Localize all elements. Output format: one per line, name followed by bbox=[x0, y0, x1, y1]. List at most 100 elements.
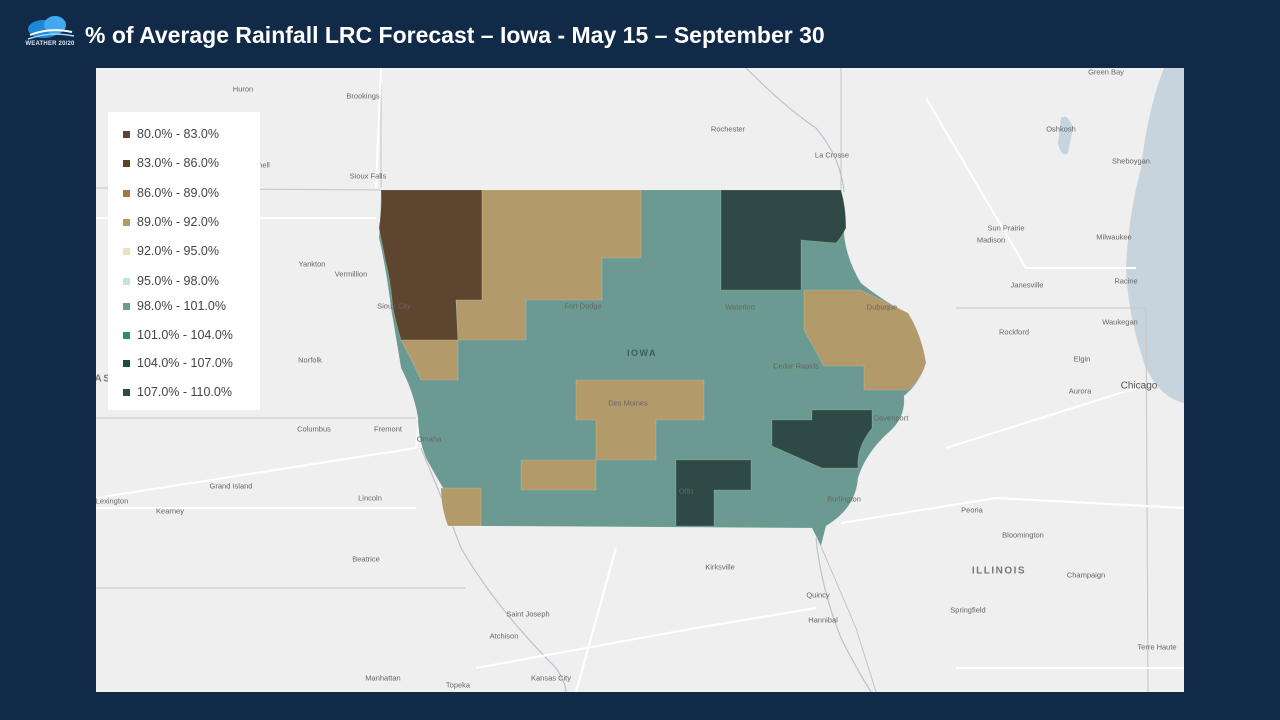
legend-item: 95.0% - 98.0% bbox=[123, 274, 219, 288]
weather2020-logo: WEATHER 20/20 bbox=[22, 14, 78, 50]
legend-label: 80.0% - 83.0% bbox=[137, 127, 219, 141]
place-label: Brookings bbox=[346, 91, 380, 101]
legend-swatch bbox=[123, 218, 130, 226]
place-label: Topeka bbox=[445, 680, 471, 690]
place-label: Chicago bbox=[1120, 380, 1158, 392]
place-label: Elgin bbox=[1073, 354, 1091, 364]
place-label: hell bbox=[258, 160, 270, 170]
rainfall-map[interactable]: Huron Brookings Sioux Falls hell Yankton… bbox=[96, 68, 1184, 692]
place-label: Springfield bbox=[950, 605, 986, 615]
place-label: Lincoln bbox=[358, 493, 382, 503]
logo-text: WEATHER 20/20 bbox=[25, 41, 75, 47]
place-label: Atchison bbox=[489, 631, 519, 641]
place-label: Rochester bbox=[710, 124, 746, 134]
legend-swatch bbox=[123, 359, 130, 367]
place-label: Oshkosh bbox=[1046, 124, 1076, 134]
legend-swatch bbox=[123, 302, 130, 310]
place-label: Kirksville bbox=[705, 562, 735, 572]
cloud-sun-logo-icon bbox=[27, 16, 75, 40]
place-label: ILLINOIS bbox=[971, 565, 1027, 577]
region-89-92-south bbox=[520, 459, 597, 491]
place-label: Racine bbox=[1114, 276, 1138, 286]
legend-swatch bbox=[123, 388, 130, 396]
place-label: Fort Dodge bbox=[564, 301, 602, 311]
legend-label: 86.0% - 89.0% bbox=[137, 186, 219, 200]
place-label: Fremont bbox=[374, 424, 402, 434]
place-label: Cedar Rapids bbox=[773, 361, 819, 371]
legend-label: 107.0% - 110.0% bbox=[137, 385, 232, 399]
place-label: Lexington bbox=[96, 496, 129, 506]
legend-label: 83.0% - 86.0% bbox=[137, 156, 219, 170]
legend-label: 89.0% - 92.0% bbox=[137, 215, 219, 229]
page-title: % of Average Rainfall LRC Forecast – Iow… bbox=[85, 22, 825, 48]
place-label: Green Bay bbox=[1088, 68, 1124, 77]
place-label: Aurora bbox=[1068, 386, 1092, 396]
place-label: Huron bbox=[232, 84, 254, 94]
legend-label: 98.0% - 101.0% bbox=[137, 299, 226, 313]
place-label: Davenport bbox=[873, 413, 909, 423]
region-89-92-monona bbox=[400, 339, 459, 381]
legend-item: 107.0% - 110.0% bbox=[123, 385, 232, 399]
place-label: Janesville bbox=[1010, 280, 1044, 290]
region-107-110-south bbox=[675, 459, 752, 527]
place-label: Peoria bbox=[961, 505, 983, 515]
region-107-110-east bbox=[771, 409, 873, 469]
place-label: Bloomington bbox=[1002, 530, 1044, 540]
place-label: Saint Joseph bbox=[506, 609, 550, 619]
legend-item: 101.0% - 104.0% bbox=[123, 328, 233, 342]
place-label: Yankton bbox=[298, 259, 326, 269]
place-label: Milwaukee bbox=[1096, 232, 1132, 242]
legend-item: 104.0% - 107.0% bbox=[123, 356, 233, 370]
lake-michigan bbox=[1126, 68, 1184, 403]
legend-item: 80.0% - 83.0% bbox=[123, 127, 219, 141]
legend-swatch bbox=[123, 189, 130, 197]
lake-winnebago bbox=[1058, 116, 1073, 155]
place-label: Omaha bbox=[416, 434, 442, 444]
legend-item: 86.0% - 89.0% bbox=[123, 186, 219, 200]
place-label: Quincy bbox=[806, 590, 830, 600]
legend-item: 83.0% - 86.0% bbox=[123, 156, 219, 170]
region-86-89-dubuque bbox=[803, 289, 927, 391]
place-label: Waterloo bbox=[725, 302, 755, 312]
region-83-86-nw bbox=[378, 189, 483, 341]
place-label: Beatrice bbox=[352, 554, 380, 564]
legend-swatch bbox=[123, 247, 130, 255]
legend-label: 92.0% - 95.0% bbox=[137, 244, 219, 258]
place-label: Kansas City bbox=[530, 673, 572, 683]
place-label: Sioux Falls bbox=[349, 171, 387, 181]
place-label: Dubuque bbox=[866, 302, 898, 312]
place-label: Waukegan bbox=[1102, 317, 1138, 327]
region-89-92-north bbox=[455, 189, 642, 341]
place-label: Grand Island bbox=[209, 481, 253, 491]
place-label: Burlington bbox=[827, 494, 861, 504]
iowa-regions bbox=[378, 189, 927, 547]
place-label: Hannibal bbox=[808, 615, 838, 625]
place-label: Manhattan bbox=[365, 673, 401, 683]
place-label: Sun Prairie bbox=[987, 223, 1025, 233]
place-label: Champaign bbox=[1066, 570, 1106, 580]
place-label: Vermillion bbox=[334, 269, 368, 279]
place-label: Ottu bbox=[678, 486, 694, 496]
place-label: AS bbox=[96, 373, 112, 385]
region-89-92-fremont bbox=[440, 487, 482, 527]
legend-label: 95.0% - 98.0% bbox=[137, 274, 219, 288]
place-label: Sheboygan bbox=[1112, 156, 1150, 166]
place-label: Madison bbox=[976, 235, 1006, 245]
legend-item: 92.0% - 95.0% bbox=[123, 244, 219, 258]
legend-swatch bbox=[123, 331, 130, 339]
legend-swatch bbox=[123, 159, 130, 167]
legend-item: 89.0% - 92.0% bbox=[123, 215, 219, 229]
place-label: Rockford bbox=[998, 327, 1030, 337]
place-label: Des Moines bbox=[608, 398, 648, 408]
legend-item: 98.0% - 101.0% bbox=[123, 299, 226, 313]
legend-swatch bbox=[123, 130, 130, 138]
state-label-iowa: IOWA bbox=[627, 348, 657, 358]
legend-label: 104.0% - 107.0% bbox=[137, 356, 233, 370]
place-label: Terre Haute bbox=[1137, 642, 1177, 652]
place-label: Norfolk bbox=[298, 355, 322, 365]
place-label: Sioux City bbox=[377, 301, 411, 311]
region-89-92-desmoines bbox=[575, 379, 705, 461]
map-legend: 80.0% - 83.0% 83.0% - 86.0% 86.0% - 89.0… bbox=[108, 112, 260, 410]
place-label: Kearney bbox=[156, 506, 184, 516]
map-canvas bbox=[96, 68, 1184, 692]
